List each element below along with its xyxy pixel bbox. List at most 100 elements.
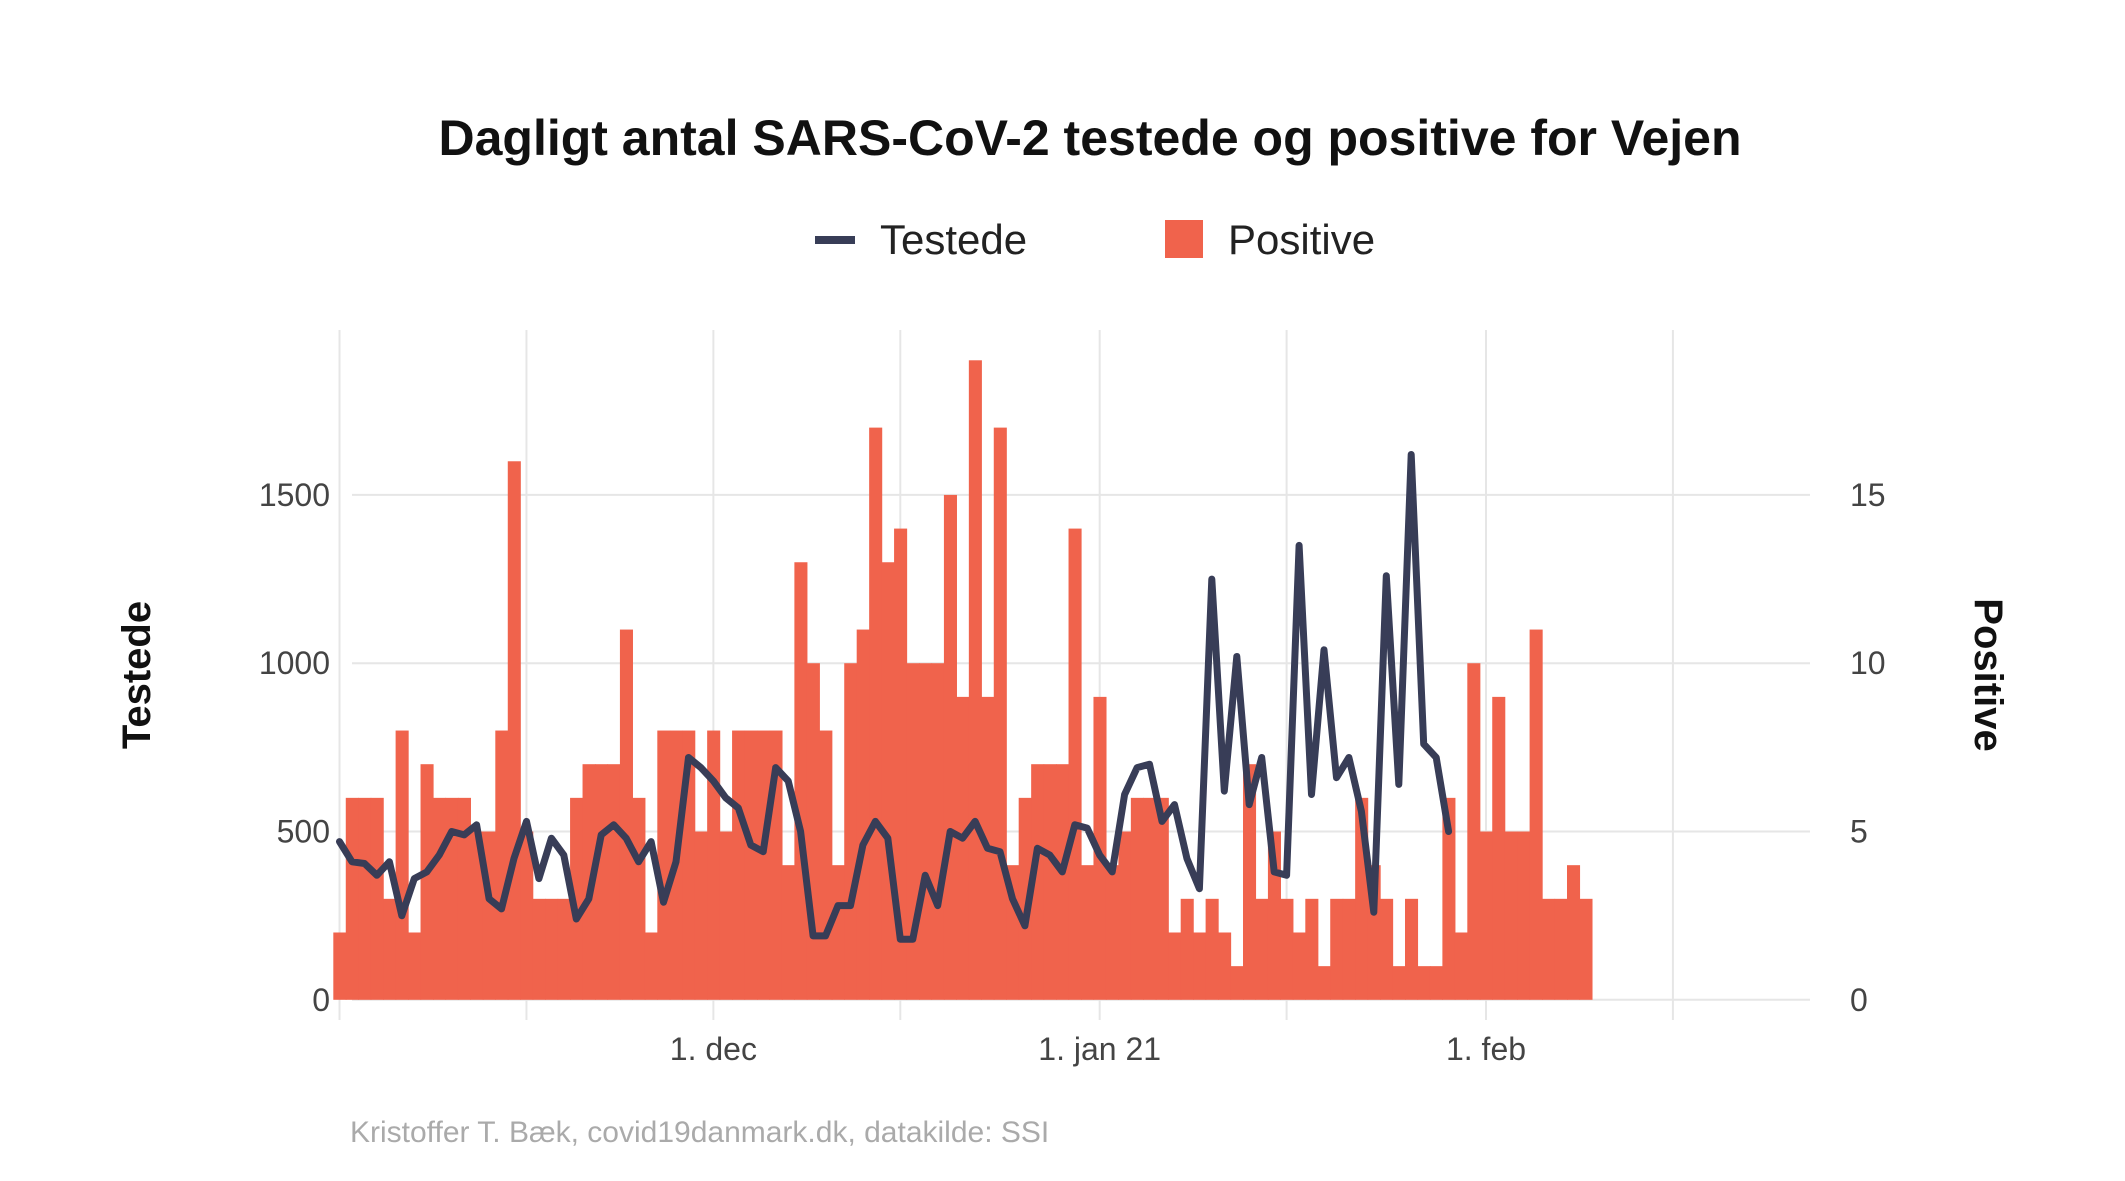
positive-bar bbox=[1056, 764, 1070, 1000]
y-left-tick-label: 1000 bbox=[259, 645, 330, 681]
positive-bar bbox=[1467, 663, 1481, 1000]
positive-bar bbox=[694, 831, 708, 1000]
positive-bar bbox=[1193, 932, 1207, 1000]
y-right-tick-label: 0 bbox=[1850, 982, 1868, 1018]
positive-bar bbox=[1317, 966, 1331, 1000]
positive-bar bbox=[557, 898, 571, 1000]
y-right-tick-label: 5 bbox=[1850, 814, 1868, 850]
positive-bar bbox=[943, 494, 957, 1000]
positive-bar bbox=[1292, 932, 1306, 1000]
positive-bar bbox=[644, 932, 658, 1000]
positive-bar bbox=[968, 360, 982, 1000]
positive-bar bbox=[445, 797, 459, 1000]
positive-bar bbox=[956, 696, 970, 1000]
positive-bar bbox=[570, 797, 584, 1000]
positive-bar bbox=[781, 865, 795, 1000]
positive-bar bbox=[806, 663, 820, 1000]
positive-bar bbox=[1305, 898, 1319, 1000]
positive-bar bbox=[433, 797, 447, 1000]
y-left-tick-label: 500 bbox=[277, 814, 330, 850]
positive-bar bbox=[993, 427, 1007, 1000]
positive-bar bbox=[819, 730, 833, 1000]
positive-bar bbox=[1504, 831, 1518, 1000]
positive-bar bbox=[408, 932, 422, 1000]
positive-bar bbox=[1454, 932, 1468, 1000]
positive-bar bbox=[333, 932, 347, 1000]
positive-bar bbox=[1405, 898, 1419, 1000]
legend-label-testede: Testede bbox=[880, 216, 1027, 263]
positive-bar bbox=[894, 528, 908, 1000]
positive-bar bbox=[732, 730, 746, 1000]
right-axis-ticks: 0 5 10 15 bbox=[1850, 477, 1886, 1018]
x-tick-label: 1. feb bbox=[1446, 1031, 1526, 1067]
positive-bar bbox=[856, 629, 870, 1000]
positive-bar bbox=[1542, 898, 1556, 1000]
positive-bar bbox=[1105, 865, 1119, 1000]
positive-bar bbox=[1579, 898, 1593, 1000]
positive-bar bbox=[931, 663, 945, 1000]
y-right-axis-title: Positive bbox=[1966, 598, 2010, 751]
positive-bar bbox=[744, 730, 758, 1000]
y-right-tick-label: 15 bbox=[1850, 477, 1886, 513]
positive-bar bbox=[545, 898, 559, 1000]
positive-bar bbox=[1043, 764, 1057, 1000]
caption: Kristoffer T. Bæk, covid19danmark.dk, da… bbox=[350, 1116, 1049, 1149]
positive-bar bbox=[370, 797, 384, 1000]
positive-bar bbox=[1018, 797, 1032, 1000]
legend-swatch-positive bbox=[1165, 220, 1203, 258]
positive-bar bbox=[1255, 898, 1269, 1000]
positive-bar bbox=[1392, 966, 1406, 1000]
positive-bar bbox=[358, 797, 372, 1000]
positive-bar bbox=[831, 865, 845, 1000]
positive-bar bbox=[420, 764, 434, 1000]
positive-bar bbox=[383, 898, 397, 1000]
positive-bar bbox=[719, 831, 733, 1000]
positive-bar bbox=[1567, 865, 1581, 1000]
positive-bar bbox=[619, 629, 633, 1000]
positive-bar bbox=[869, 427, 883, 1000]
positive-bar bbox=[1155, 797, 1169, 1000]
positive-bar bbox=[1479, 831, 1493, 1000]
positive-bar bbox=[520, 831, 534, 1000]
positive-bar bbox=[881, 562, 895, 1000]
positive-bar bbox=[532, 898, 546, 1000]
positive-bar bbox=[1130, 797, 1144, 1000]
positive-bar bbox=[1230, 966, 1244, 1000]
positive-bar bbox=[1554, 898, 1568, 1000]
positive-bar bbox=[1442, 797, 1456, 1000]
positive-bar bbox=[607, 764, 621, 1000]
positive-bar bbox=[906, 663, 920, 1000]
legend: Testede Positive bbox=[815, 216, 1375, 263]
x-axis-ticks: 1. dec 1. jan 21 1. feb bbox=[670, 1031, 1526, 1067]
positive-bar bbox=[1330, 898, 1344, 1000]
positive-bar bbox=[345, 797, 359, 1000]
testede-line bbox=[336, 451, 1453, 943]
positive-bar bbox=[395, 730, 409, 1000]
positive-bar bbox=[1429, 966, 1443, 1000]
chart-title: Dagligt antal SARS-CoV-2 testede og posi… bbox=[438, 110, 1741, 166]
testede-line-layer bbox=[336, 451, 1453, 943]
positive-bar bbox=[1380, 898, 1394, 1000]
positive-bar bbox=[794, 562, 808, 1000]
positive-bar bbox=[844, 663, 858, 1000]
x-tick-label: 1. dec bbox=[670, 1031, 757, 1067]
positive-bar bbox=[1205, 898, 1219, 1000]
positive-bar bbox=[1143, 797, 1157, 1000]
positive-bar bbox=[457, 797, 471, 1000]
positive-bar bbox=[1168, 932, 1182, 1000]
positive-bars bbox=[333, 360, 1593, 1000]
y-left-tick-label: 0 bbox=[312, 982, 330, 1018]
positive-bar bbox=[757, 730, 771, 1000]
left-axis-ticks: 0 500 1000 1500 bbox=[259, 477, 330, 1018]
positive-bar bbox=[919, 663, 933, 1000]
positive-bar bbox=[1081, 865, 1095, 1000]
positive-bar bbox=[1031, 764, 1045, 1000]
positive-bar bbox=[707, 730, 721, 1000]
positive-bar bbox=[1180, 898, 1194, 1000]
legend-label-positive: Positive bbox=[1228, 216, 1375, 263]
positive-bar bbox=[1492, 696, 1506, 1000]
positive-bar bbox=[470, 831, 484, 1000]
positive-bar bbox=[1118, 831, 1132, 1000]
y-right-tick-label: 10 bbox=[1850, 645, 1886, 681]
positive-bar bbox=[507, 461, 521, 1000]
